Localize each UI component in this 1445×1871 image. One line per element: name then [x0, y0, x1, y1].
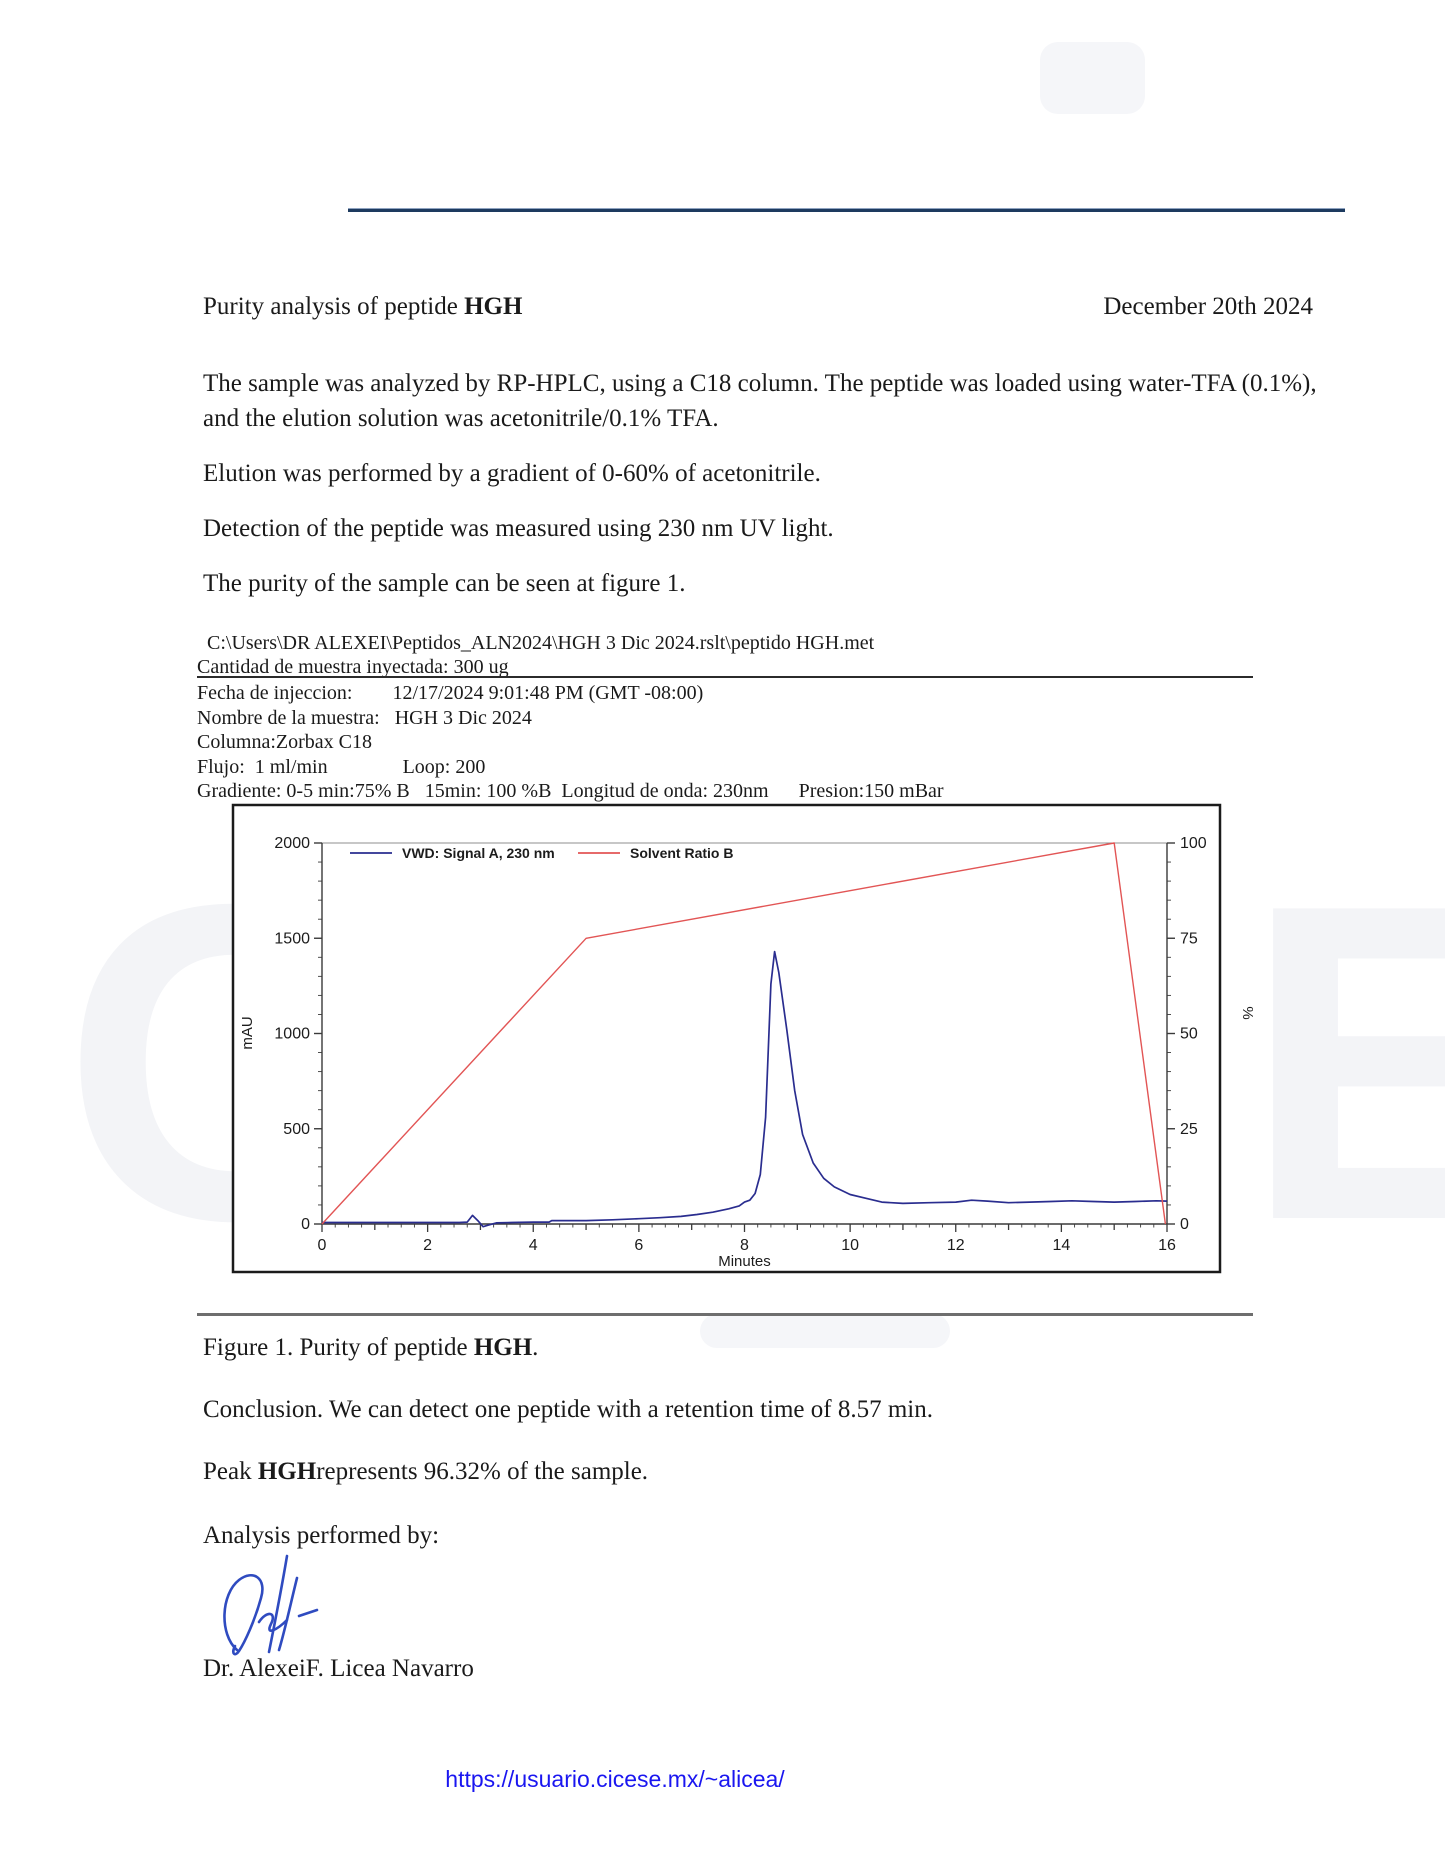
- gradient-info: Gradiente: 0-5 min:75% B 15min: 100 %B L…: [197, 780, 944, 802]
- svg-text:2000: 2000: [274, 835, 310, 852]
- svg-text:16: 16: [1158, 1237, 1176, 1254]
- peptide-name: HGH: [473, 1334, 533, 1361]
- svg-text:VWD: Signal A, 230 nm: VWD: Signal A, 230 nm: [402, 845, 555, 861]
- svg-text:1500: 1500: [274, 930, 310, 947]
- svg-text:10: 10: [841, 1237, 859, 1254]
- intro-paragraph-1: The sample was analyzed by RP-HPLC, usin…: [203, 370, 1317, 432]
- svg-text:%: %: [1239, 1006, 1256, 1019]
- report-date: December 20th 2024: [1103, 293, 1313, 320]
- watermark-shape: [1040, 42, 1145, 114]
- column-info: Columna:Zorbax C18: [197, 731, 372, 753]
- header-rule: [348, 208, 1345, 212]
- svg-text:Solvent Ratio B: Solvent Ratio B: [630, 845, 733, 861]
- figure-divider: [197, 1313, 1253, 1316]
- peak-summary: Peak HGHrepresents 96.32% of the sample.: [203, 1458, 649, 1485]
- watermark-letter-e: E: [1243, 812, 1445, 1314]
- svg-text:2: 2: [423, 1237, 432, 1254]
- svg-text:0: 0: [1180, 1216, 1189, 1233]
- svg-text:1000: 1000: [274, 1026, 310, 1043]
- chromatogram-figure: 0 500 1000 1500 2000 0 25 50 75 100 0 2 4 6 8 10 12 14 16 M…: [200, 795, 1300, 1295]
- svg-text:12: 12: [947, 1237, 965, 1254]
- title-row: Purity analysis of peptide HGH December …: [203, 293, 1313, 321]
- method-file-path: C:\Users\DR ALEXEI\Peptidos_ALN2024\HGH …: [207, 632, 875, 654]
- analysis-by-label: Analysis performed by:: [203, 1522, 440, 1549]
- signer-name: Dr. AlexeiF. Licea Navarro: [203, 1655, 474, 1682]
- svg-text:mAU: mAU: [239, 1016, 256, 1049]
- svg-text:8: 8: [740, 1237, 749, 1254]
- svg-text:14: 14: [1052, 1237, 1070, 1254]
- footer-link[interactable]: https://usuario.cicese.mx/~alicea/: [445, 1766, 785, 1792]
- intro-paragraph-2: Elution was performed by a gradient of 0…: [203, 460, 821, 487]
- footer: https://usuario.cicese.mx/~alicea/: [0, 1766, 1230, 1793]
- method-divider: [197, 676, 1253, 678]
- intro-paragraph-4: The purity of the sample can be seen at …: [203, 570, 686, 597]
- conclusion-text: Conclusion. We can detect one peptide wi…: [203, 1396, 933, 1423]
- flow-loop-info: Flujo: 1 ml/min Loop: 200: [197, 756, 486, 778]
- sample-name: Nombre de la muestra: HGH 3 Dic 2024: [197, 707, 532, 729]
- peptide-name: HGH: [464, 293, 523, 320]
- svg-text:4: 4: [529, 1237, 538, 1254]
- signature-image: [215, 1550, 345, 1665]
- svg-text:0: 0: [301, 1216, 310, 1233]
- svg-text:75: 75: [1180, 930, 1198, 947]
- svg-text:0: 0: [318, 1237, 327, 1254]
- svg-text:Minutes: Minutes: [718, 1253, 771, 1270]
- peptide-name: HGH: [257, 1458, 317, 1485]
- watermark-shape: [700, 1314, 950, 1348]
- page-title: Purity analysis of peptide HGH: [203, 293, 523, 320]
- svg-text:50: 50: [1180, 1026, 1198, 1043]
- injection-date: Fecha de injeccion: 12/17/2024 9:01:48 P…: [197, 682, 704, 704]
- svg-text:25: 25: [1180, 1121, 1198, 1138]
- svg-text:6: 6: [634, 1237, 643, 1254]
- svg-text:500: 500: [283, 1121, 310, 1138]
- sample-amount: Cantidad de muestra inyectada: 300 ug: [197, 656, 509, 678]
- intro-paragraph-3: Detection of the peptide was measured us…: [203, 515, 834, 542]
- figure-caption: Figure 1. Purity of peptide HGH.: [203, 1334, 539, 1361]
- svg-text:100: 100: [1180, 835, 1207, 852]
